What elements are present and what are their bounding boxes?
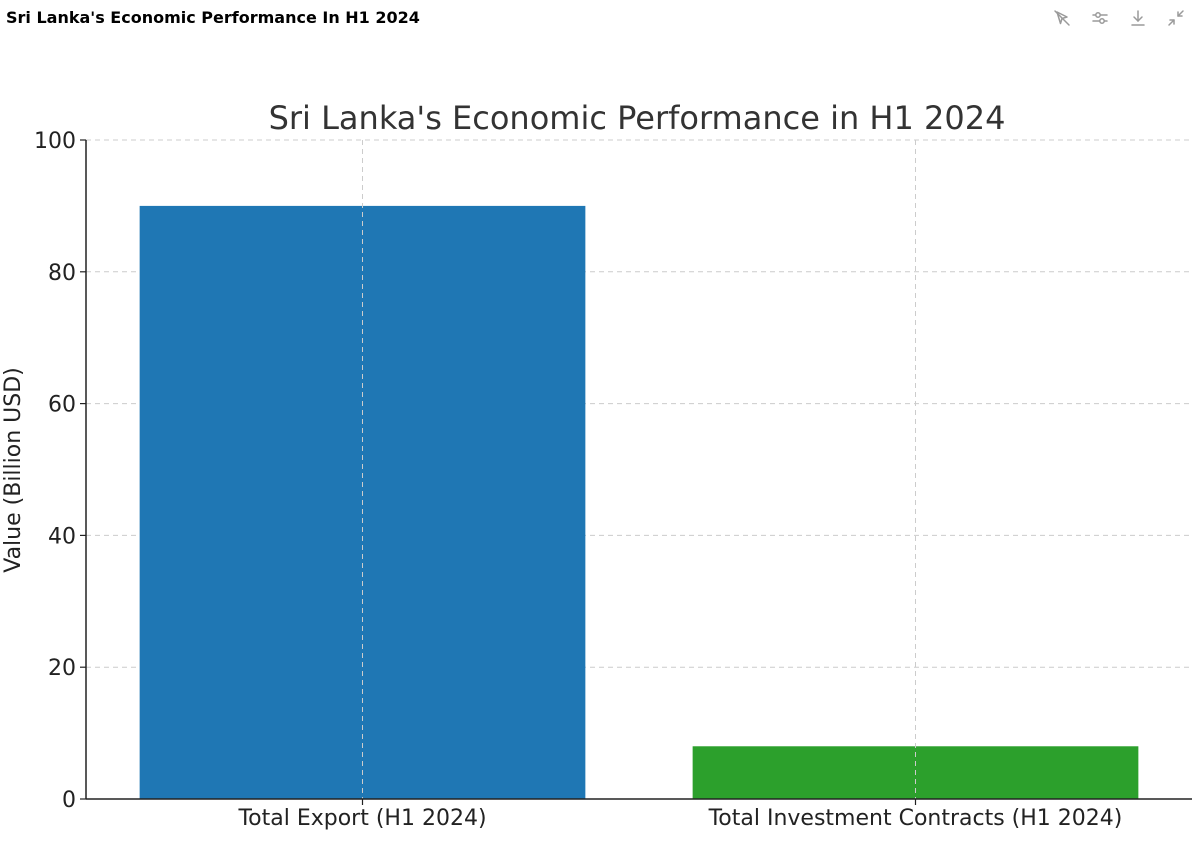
- chart-panel-title: Sri Lanka's Economic Performance In H1 2…: [6, 8, 420, 27]
- y-tick-label: 100: [34, 129, 76, 154]
- disable-interactivity-button[interactable]: [1050, 6, 1074, 30]
- customize-chart-button[interactable]: [1088, 6, 1112, 30]
- collapse-button[interactable]: [1164, 6, 1188, 30]
- y-tick-label: 60: [48, 393, 76, 418]
- x-tick-label: Total Investment Contracts (H1 2024): [708, 806, 1123, 831]
- chart-title: Sri Lanka's Economic Performance in H1 2…: [269, 99, 1006, 137]
- collapse-icon: [1168, 10, 1184, 26]
- download-icon: [1131, 10, 1145, 26]
- chart-header: Sri Lanka's Economic Performance In H1 2…: [0, 0, 1200, 38]
- cursor-off-icon: [1054, 10, 1070, 26]
- y-axis-label: Value (Billion USD): [1, 367, 26, 573]
- download-button[interactable]: [1126, 6, 1150, 30]
- sliders-icon: [1092, 12, 1108, 24]
- y-tick-label: 20: [48, 656, 76, 681]
- x-tick-label: Total Export (H1 2024): [237, 806, 486, 831]
- chart-toolbar: [1050, 6, 1188, 30]
- y-tick-label: 40: [48, 524, 76, 549]
- y-tick-label: 80: [48, 261, 76, 286]
- y-tick-label: 0: [62, 788, 76, 813]
